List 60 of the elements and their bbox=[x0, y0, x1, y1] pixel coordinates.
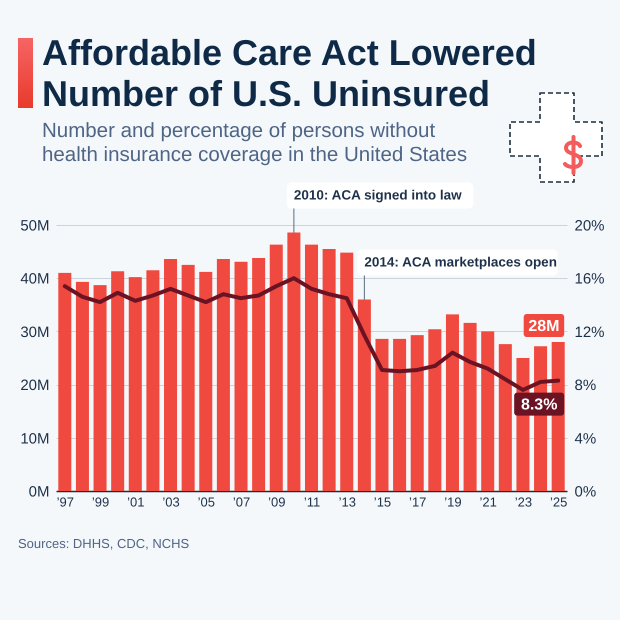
bar bbox=[393, 338, 406, 491]
x-tick-label: ’09 bbox=[268, 494, 286, 510]
x-tick-label: ’03 bbox=[162, 494, 180, 510]
x-tick-label: ’19 bbox=[444, 494, 462, 510]
x-tick-label: ’11 bbox=[304, 494, 320, 510]
annotation: 2010: ACA signed into law bbox=[294, 187, 462, 202]
bar bbox=[304, 244, 318, 491]
x-tick-label: ’05 bbox=[198, 494, 215, 510]
y2-tick-label: 16% bbox=[574, 270, 605, 288]
bar bbox=[199, 272, 212, 491]
data-label: 8.3% bbox=[520, 396, 558, 414]
bar bbox=[340, 252, 354, 491]
bar bbox=[464, 322, 477, 491]
y2-tick-label: 8% bbox=[574, 377, 596, 394]
bar bbox=[128, 277, 142, 491]
bar bbox=[358, 299, 371, 491]
x-tick-label: ’13 bbox=[338, 494, 356, 510]
bar bbox=[270, 244, 283, 491]
bar bbox=[252, 258, 266, 491]
source-note: Sources: DHHS, CDC, NCHS bbox=[18, 536, 190, 551]
y-tick-label: 0M bbox=[28, 484, 50, 500]
x-tick-label: ’25 bbox=[550, 494, 568, 510]
chart-subtitle: Number and percentage of persons without health insurance coverage in the United States bbox=[42, 119, 468, 167]
x-tick-label: ’21 bbox=[480, 494, 497, 510]
x-tick-label: ’17 bbox=[409, 494, 426, 510]
y-tick-label: 20M bbox=[20, 377, 50, 394]
x-tick-label: ’99 bbox=[92, 494, 110, 510]
x-tick-label: ’23 bbox=[514, 494, 532, 510]
bar bbox=[111, 271, 124, 491]
x-tick-label: ’07 bbox=[232, 494, 250, 510]
bar bbox=[94, 285, 107, 491]
y2-tick-label: 12% bbox=[574, 324, 605, 341]
y-tick-label: 10M bbox=[20, 430, 50, 448]
bar bbox=[234, 262, 248, 491]
bar bbox=[481, 331, 494, 491]
y2-tick-label: 20% bbox=[574, 218, 605, 234]
x-tick-label: ’97 bbox=[56, 494, 74, 510]
bar bbox=[375, 338, 388, 491]
bar bbox=[58, 272, 72, 491]
chart-title: Affordable Care Act Lowered Number of U.S. Uninsured bbox=[42, 32, 538, 114]
bar bbox=[410, 335, 424, 491]
x-tick-label: ’15 bbox=[374, 494, 392, 510]
annotation: 2014: ACA marketplaces open bbox=[364, 254, 557, 270]
bar bbox=[182, 264, 195, 491]
bar bbox=[146, 270, 160, 491]
bar bbox=[164, 259, 178, 491]
y-tick-label: 40M bbox=[20, 270, 50, 288]
bar bbox=[216, 259, 230, 491]
x-tick-label: ’01 bbox=[127, 494, 144, 510]
y2-tick-label: 4% bbox=[574, 430, 596, 448]
bar bbox=[428, 329, 442, 491]
data-label: 28M bbox=[528, 318, 560, 336]
y-tick-label: 50M bbox=[20, 218, 50, 234]
y2-tick-label: 0% bbox=[574, 484, 596, 500]
bar bbox=[498, 344, 512, 491]
bar bbox=[322, 248, 336, 491]
bar bbox=[76, 282, 89, 491]
bar bbox=[287, 232, 300, 491]
y-tick-label: 30M bbox=[20, 324, 50, 341]
bar bbox=[446, 314, 459, 491]
